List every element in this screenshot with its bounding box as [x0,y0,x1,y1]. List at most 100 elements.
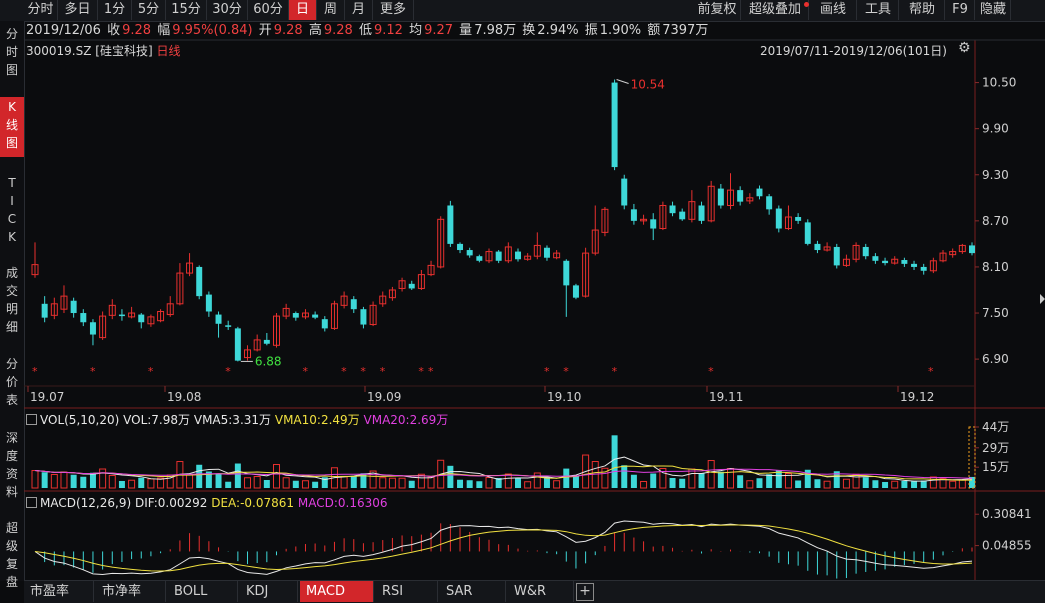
macd-y-tick-label: 0.30841 [982,507,1032,521]
period-tab-8[interactable]: 周 [317,0,345,20]
volume-bar [842,478,850,489]
indicator-tab-5[interactable]: RSI [376,581,438,602]
toolbar-button-3[interactable]: 工具 [858,0,899,20]
candle-body [872,256,879,261]
volume-bar [70,474,77,488]
candle-body [524,255,532,260]
candle-body [466,250,473,256]
close-value: 9.28 [122,23,152,38]
sidebar-tab-5[interactable]: 深度资料 [5,431,18,499]
candle-body [911,263,918,267]
volume-ma-line [34,465,973,481]
settings-icon[interactable]: ⚙ [958,40,971,56]
volume-bar [872,480,879,488]
volume-bar [563,468,570,488]
amount-label: 额 [647,23,661,38]
volume-bar [301,480,309,489]
indicator-tab-2[interactable]: BOLL [168,581,238,602]
stock-title: 300019.SZ [硅宝科技] 日线 [26,42,180,59]
volume-bar [398,477,406,489]
period-tab-5[interactable]: 30分 [207,0,248,20]
volume-bar [901,480,908,488]
y-tick-label: 10.50 [982,76,1016,90]
indicator-tab-7[interactable]: W&R [508,581,574,602]
volume-bar [196,464,203,488]
vol-toggle-icon[interactable] [26,414,37,425]
period-tab-9[interactable]: 月 [345,0,373,20]
high-value: 9.28 [323,23,353,38]
vol-y-tick-label: 29万 [982,441,1009,455]
volume-bar [698,472,705,488]
candle-body [756,188,763,197]
macd-value-label: MACD:0.16306 [297,496,388,510]
indicator-tab-3[interactable]: KDJ [240,581,298,602]
toolbar-button-4[interactable]: 帮助 [900,0,945,20]
volume-bar [591,461,599,489]
volume-bar [911,481,918,488]
period-tab-7[interactable]: 日 [289,0,317,20]
volume-bar [688,468,696,489]
candle-body [350,299,357,310]
macd-toggle-icon[interactable] [26,497,37,508]
volume-bar [60,471,68,489]
indicator-tab-1[interactable]: 市净率 [96,581,166,602]
volume-bar [215,473,222,488]
candle-body [476,256,483,261]
candle-body [766,196,773,210]
candle-body [234,328,241,361]
volume-bar [263,479,270,488]
add-indicator-button[interactable]: + [576,583,594,601]
candle-body [437,218,445,268]
candle-body [601,208,609,233]
candle-body [591,229,599,254]
indicator-tab-4[interactable]: MACD [300,581,374,602]
volume-bar [476,481,483,488]
period-tab-1[interactable]: 多日 [58,0,98,20]
period-tab-2[interactable]: 1分 [98,0,132,20]
period-tab-6[interactable]: 60分 [248,0,289,20]
volume-bar [447,465,454,488]
sidebar-tab-6[interactable]: 超级复盘 [5,521,18,589]
toolbar-button-1[interactable]: 超级叠加 [742,0,809,20]
volume-bar [312,481,319,488]
scroll-right-icon [1040,294,1045,304]
volume-bar [99,468,107,489]
toolbar-button-0[interactable]: 前复权 [694,0,741,20]
sidebar-tab-0[interactable]: 分时图 [5,27,18,77]
period-tab-4[interactable]: 15分 [166,0,207,20]
period-tab-0[interactable]: 分时 [24,0,58,20]
period-tab-10[interactable]: 更多 [373,0,414,20]
volume-bar [485,476,493,489]
candle-body [969,245,975,254]
candle-body [688,201,696,220]
indicator-tab-6[interactable]: SAR [440,581,506,602]
sidebar-tab-4[interactable]: 分价表 [5,357,18,407]
toolbar-button-6[interactable]: 隐藏 [976,0,1011,20]
candle-body [901,260,908,264]
sidebar-tab-3[interactable]: 成交明细 [5,266,18,334]
volume-bar [572,476,579,488]
vol-y-tick-label: 44万 [982,420,1009,434]
event-marker-icon: * [428,365,434,378]
avg-label: 均 [409,23,423,38]
indicator-tab-0[interactable]: 市盈率 [24,581,94,602]
vma10-label: VMA10:2.49万 [274,413,360,427]
candle-body [920,266,927,271]
toolbar-button-2[interactable]: 画线 [810,0,857,20]
period-tab-3[interactable]: 5分 [132,0,166,20]
candle-body [833,246,840,266]
volume-bar [766,474,773,488]
macd-title: MACD(12,26,9) [40,496,132,510]
event-marker-icon: * [708,365,714,378]
candle-body [958,244,966,253]
volume-bar [929,476,937,489]
toolbar-button-5[interactable]: F9 [946,0,975,20]
candle-body [679,211,686,220]
candle-body [852,244,860,260]
candle-body [244,349,252,359]
candle-body [196,266,203,297]
volume-bar [679,478,686,488]
